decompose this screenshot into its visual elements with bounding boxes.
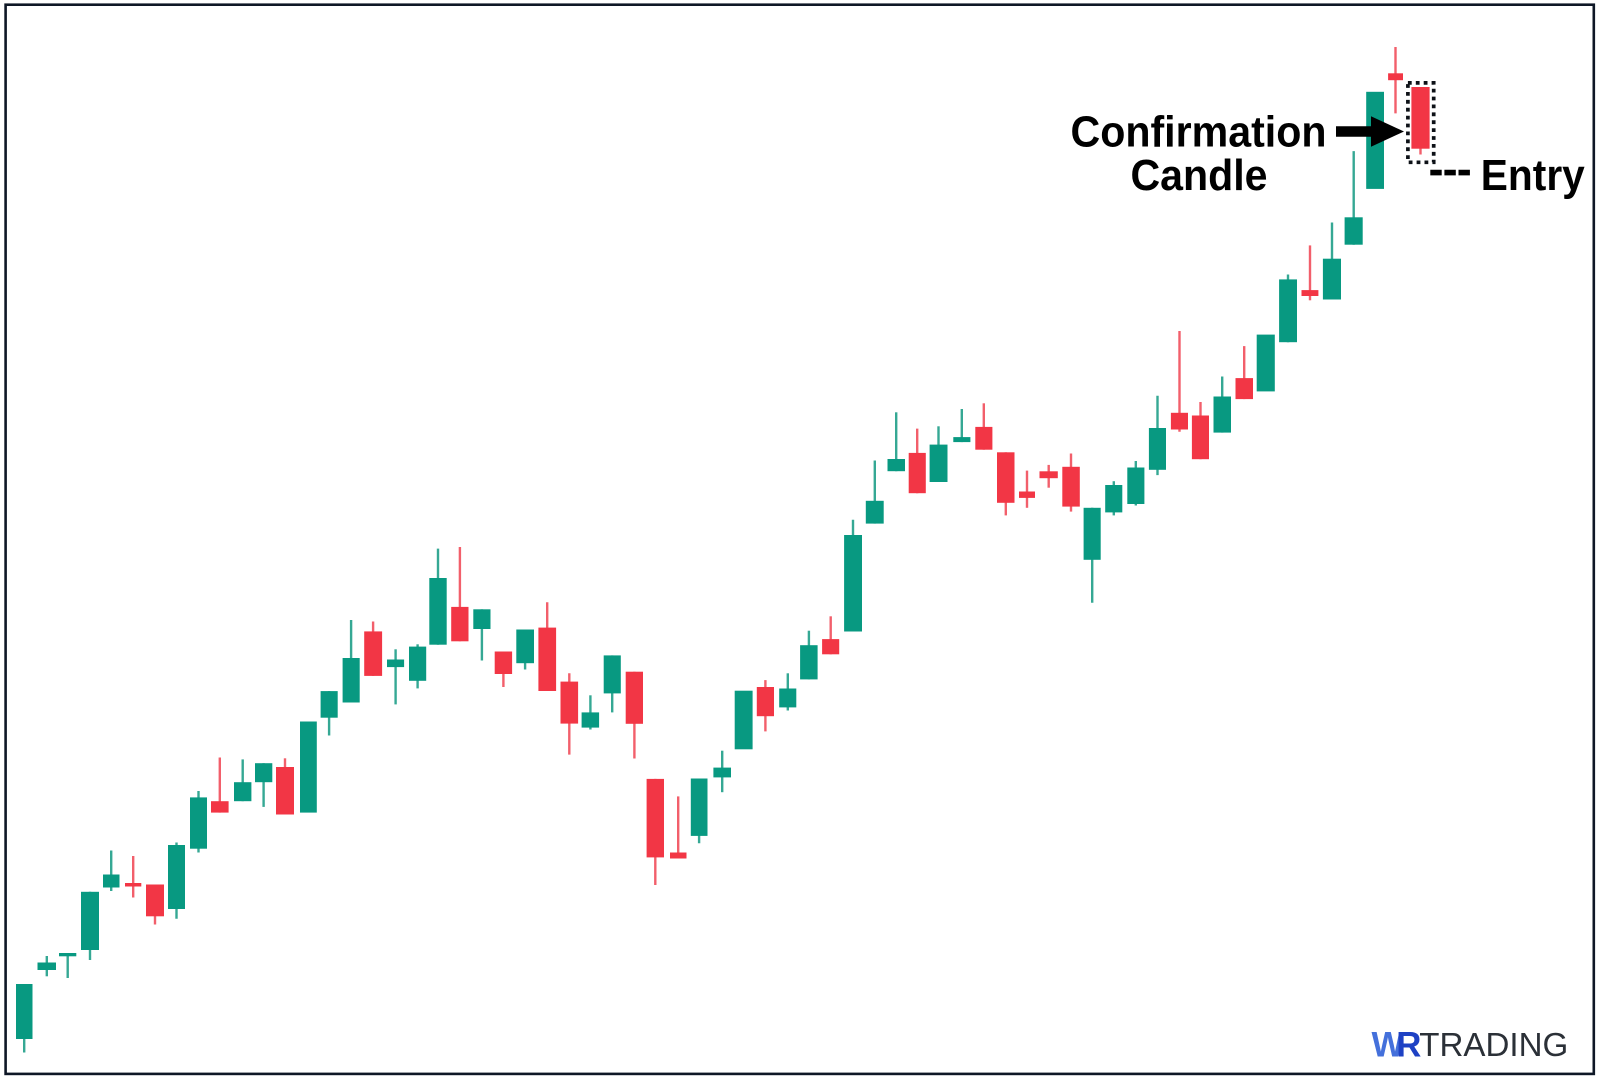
svg-text:R: R xyxy=(1396,1025,1421,1064)
svg-text:TRADING: TRADING xyxy=(1419,1026,1568,1063)
svg-text:Entry: Entry xyxy=(1481,152,1585,200)
svg-text:Confirmation: Confirmation xyxy=(1071,108,1327,157)
svg-text:W: W xyxy=(1372,1025,1405,1064)
svg-text:Candle: Candle xyxy=(1131,151,1268,200)
